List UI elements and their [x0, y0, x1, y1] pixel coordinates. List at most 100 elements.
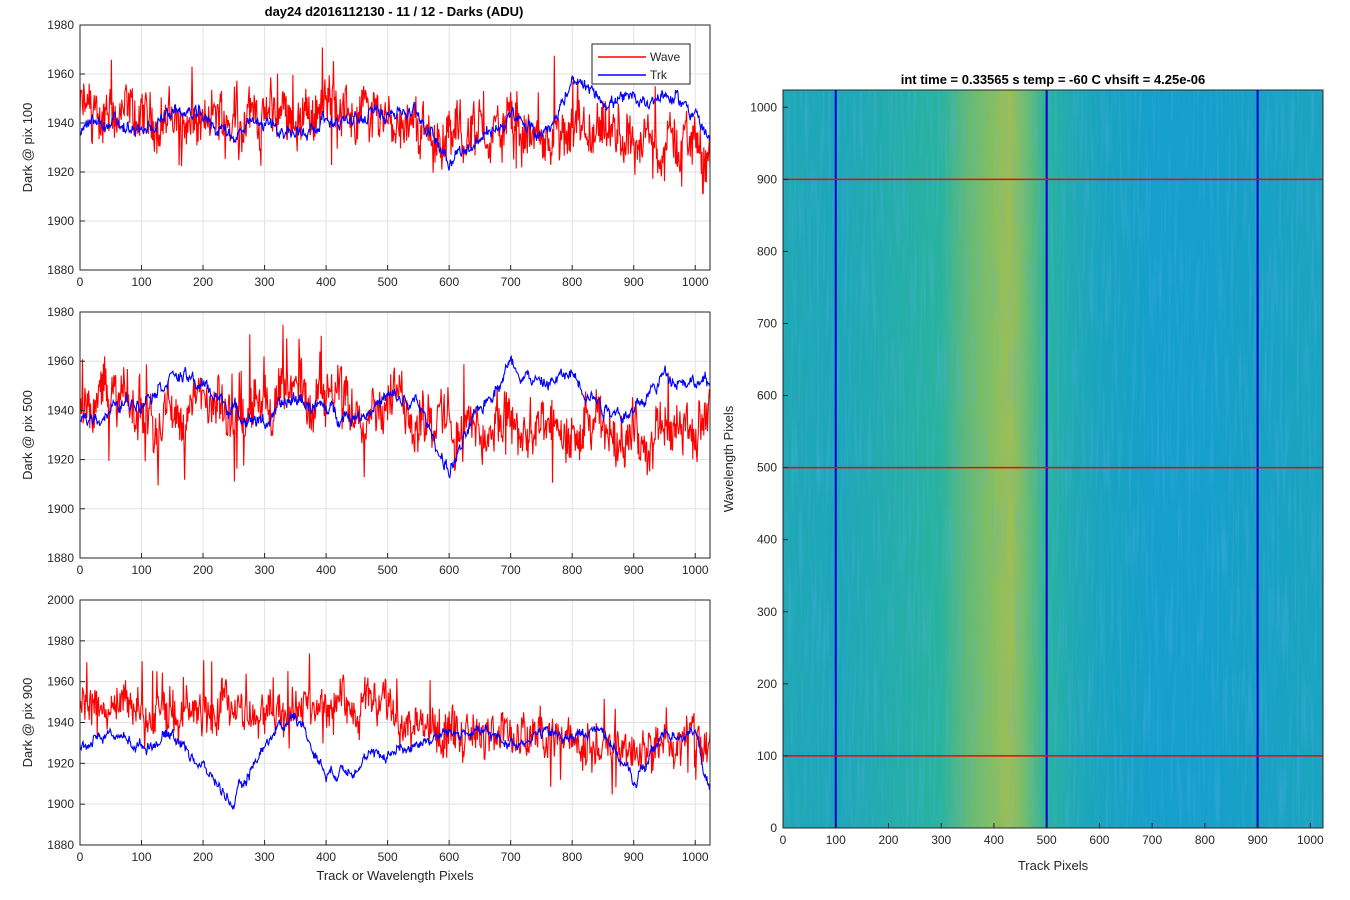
- tick-labels: 0 100 200 300 400 500 600 700 800 900 1000 1880 1900…: [47, 18, 709, 289]
- axes-frame: [782, 89, 1324, 829]
- x-axis-label: Track Pixels: [1018, 858, 1089, 873]
- series-line-trk: [79, 355, 711, 479]
- y-tick-label: 1920: [47, 165, 74, 179]
- x-tick-label: 900: [624, 563, 644, 577]
- y-tick-label: 100: [757, 749, 777, 763]
- x-tick-label: 400: [984, 833, 1004, 847]
- x-tick-label: 100: [132, 850, 152, 864]
- y-tick-label: 1940: [47, 116, 74, 130]
- y-tick-label: 900: [757, 172, 777, 186]
- x-tick-label: 300: [255, 850, 275, 864]
- x-tick-label: 400: [316, 275, 336, 289]
- y-tick-label: 1960: [47, 67, 74, 81]
- x-tick-label: 500: [1037, 833, 1057, 847]
- y-axis-label: Dark @ pix 900: [20, 678, 35, 768]
- panel-dark-pix-900: 0 100 200 300 400 500 600 700 800 900 1000 1880 1900…: [20, 593, 711, 883]
- x-tick-label: 500: [378, 563, 398, 577]
- x-tick-label: 900: [624, 850, 644, 864]
- y-tick-label: 1960: [47, 675, 74, 689]
- x-tick-label: 600: [439, 275, 459, 289]
- x-tick-label: 100: [132, 275, 152, 289]
- heatmap-title: int time = 0.33565 s temp = -60 C vhsift…: [901, 72, 1206, 87]
- y-tick-label: 1880: [47, 551, 74, 565]
- x-tick-label: 600: [439, 850, 459, 864]
- series-lines: [79, 653, 711, 811]
- figure-title: day24 d2016112130 - 11 / 12 - Darks (ADU…: [265, 4, 524, 19]
- x-tick-label: 1000: [682, 850, 709, 864]
- y-tick-label: 1980: [47, 634, 74, 648]
- y-tick-label: 400: [757, 533, 777, 547]
- y-tick-label: 300: [757, 605, 777, 619]
- x-tick-label: 500: [378, 275, 398, 289]
- x-tick-label: 1000: [682, 275, 709, 289]
- x-tick-label: 200: [878, 833, 898, 847]
- x-tick-label: 200: [193, 275, 213, 289]
- panel-dark-pix-500: 0 100 200 300 400 500 600 700 800 900 1000 1880 1900…: [20, 305, 711, 577]
- y-tick-label: 200: [757, 677, 777, 691]
- x-tick-label: 500: [378, 850, 398, 864]
- x-tick-label: 400: [316, 850, 336, 864]
- y-axis-label: Dark @ pix 500: [20, 390, 35, 480]
- x-tick-label: 600: [439, 563, 459, 577]
- heatmap-texture: [783, 90, 1323, 828]
- y-tick-label: 1940: [47, 716, 74, 730]
- x-tick-label: 800: [562, 563, 582, 577]
- legend-trk-label: Trk: [650, 68, 668, 82]
- series-line-wave: [79, 653, 711, 795]
- tick-labels: 0 100 200 300 400 500 600 700 800 900 1000 1880 1900…: [47, 593, 709, 864]
- y-tick-label: 800: [757, 244, 777, 258]
- y-tick-label: 1940: [47, 403, 74, 417]
- x-tick-label: 400: [316, 563, 336, 577]
- x-tick-label: 200: [193, 850, 213, 864]
- x-tick-label: 800: [1195, 833, 1215, 847]
- x-tick-label: 0: [780, 833, 787, 847]
- axes-frame: [79, 24, 711, 271]
- series-lines: [79, 47, 711, 195]
- heatmap-marker-lines: [783, 90, 1323, 828]
- legend-wave-label: Wave: [650, 50, 681, 64]
- y-axis-label: Wavelength Pixels: [721, 405, 736, 512]
- x-tick-label: 100: [132, 563, 152, 577]
- tick-labels: 0 100 200 300 400 500 600 700 800 900 1000 1880 1900…: [47, 305, 709, 577]
- x-tick-label: 700: [501, 563, 521, 577]
- y-tick-label: 1900: [47, 502, 74, 516]
- series-line-trk: [79, 75, 711, 171]
- x-tick-label: 200: [193, 563, 213, 577]
- y-tick-label: 1880: [47, 263, 74, 277]
- y-tick-label: 1980: [47, 18, 74, 32]
- tick-labels: 0 100 200 300 400 500 600 700 800 900 1000 0 100 200 3…: [750, 100, 1324, 847]
- legend: Wave Trk: [591, 43, 691, 85]
- panel-dark-pix-100: 0 100 200 300 400 500 600 700 800 900 1000 1880 1900…: [20, 18, 711, 289]
- y-axis-label: Dark @ pix 100: [20, 103, 35, 193]
- y-tick-label: 1920: [47, 453, 74, 467]
- x-tick-label: 800: [562, 275, 582, 289]
- series-lines: [79, 324, 711, 486]
- y-tick-label: 0: [770, 821, 777, 835]
- x-tick-label: 700: [501, 275, 521, 289]
- x-tick-label: 600: [1089, 833, 1109, 847]
- x-tick-label: 1000: [1297, 833, 1324, 847]
- x-tick-label: 900: [624, 275, 644, 289]
- y-tick-label: 1980: [47, 305, 74, 319]
- legend-box: [591, 43, 691, 85]
- x-tick-label: 100: [826, 833, 846, 847]
- x-tick-label: 0: [77, 563, 84, 577]
- x-tick-label: 0: [77, 850, 84, 864]
- panel-heatmap: 0 100 200 300 400 500 600 700 800 900 1000 0 100 200 3…: [721, 72, 1324, 873]
- y-tick-label: 700: [757, 317, 777, 331]
- y-tick-label: 1900: [47, 797, 74, 811]
- y-tick-label: 2000: [47, 593, 74, 607]
- x-tick-label: 300: [255, 563, 275, 577]
- x-tick-label: 700: [1142, 833, 1162, 847]
- y-tick-label: 1880: [47, 838, 74, 852]
- y-tick-label: 1960: [47, 354, 74, 368]
- x-tick-label: 1000: [682, 563, 709, 577]
- x-tick-label: 300: [931, 833, 951, 847]
- y-tick-label: 1900: [47, 214, 74, 228]
- axes-frame: [79, 311, 711, 559]
- series-line-trk: [79, 712, 711, 811]
- y-tick-label: 1920: [47, 756, 74, 770]
- grid: [79, 311, 710, 559]
- x-axis-label: Track or Wavelength Pixels: [316, 868, 474, 883]
